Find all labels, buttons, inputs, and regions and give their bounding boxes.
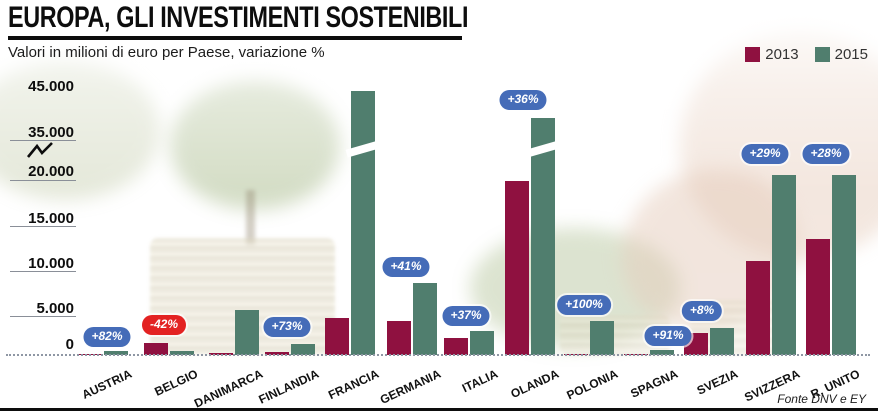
variation-badge-olanda: +36% xyxy=(499,90,547,110)
bar-2013-olanda xyxy=(505,180,529,355)
legend-label: 2013 xyxy=(765,46,799,63)
bar-2015-olanda xyxy=(531,118,555,355)
y-tick-line xyxy=(10,271,76,272)
page-title: EUROPA, GLI INVESTIMENTI SOSTENIBILI xyxy=(8,1,469,34)
variation-badge-svezia: +8% xyxy=(681,301,723,321)
legend-item-2015: 2015 xyxy=(814,46,868,63)
legend-item-2013: 2013 xyxy=(745,46,799,63)
variation-badge-austria: +82% xyxy=(83,327,131,347)
bar-2013-belgio xyxy=(144,342,168,355)
source-credit: Fonte DNV e EY xyxy=(777,392,866,406)
y-tick-line xyxy=(10,316,76,317)
variation-badge-germania: +41% xyxy=(382,257,430,277)
bar-2013-italia xyxy=(444,337,468,355)
bar-2015-belgio xyxy=(170,350,194,355)
bar-2015-italia xyxy=(470,331,494,355)
bar-2015-finlandia xyxy=(291,343,315,355)
bar-2013-germania xyxy=(387,320,411,355)
bottom-border xyxy=(0,408,878,411)
axis-break-icon xyxy=(26,142,53,158)
bar-2015-austria xyxy=(104,350,128,355)
y-tick-line xyxy=(10,226,76,227)
bar-2013-r-unito xyxy=(806,238,830,355)
bar-2015-r-unito xyxy=(832,174,856,355)
bar-2013-finlandia xyxy=(265,352,289,355)
bar-2015-germania xyxy=(413,283,437,355)
variation-badge-italia: +37% xyxy=(442,306,490,326)
bar-2015-svezia xyxy=(710,327,734,355)
variation-badge-spagna: +91% xyxy=(644,326,692,346)
variation-badge-r-unito: +28% xyxy=(802,144,850,164)
y-tick-0: 0 xyxy=(65,336,74,353)
bar-2015-svizzera xyxy=(772,174,796,355)
bar-2013-svizzera xyxy=(746,261,770,355)
variation-badge-polonia: +100% xyxy=(557,295,611,315)
bar-2013-francia xyxy=(325,318,349,355)
y-tick-line xyxy=(10,140,76,141)
legend-swatch-2013 xyxy=(745,47,761,62)
legend-label: 2015 xyxy=(834,46,868,63)
y-tick-15-000: 15.000 xyxy=(28,210,74,227)
variation-badge-finlandia: +73% xyxy=(263,317,311,337)
bar-2015-polonia xyxy=(590,320,614,355)
legend: 2013 2015 xyxy=(745,46,868,63)
title-underline xyxy=(8,36,462,40)
y-tick-45-000: 45.000 xyxy=(28,78,74,95)
y-tick-10-000: 10.000 xyxy=(28,255,74,272)
y-tick-20-000: 20.000 xyxy=(28,163,74,180)
y-tick-5-000: 5.000 xyxy=(36,300,74,317)
bar-2015-francia xyxy=(351,90,375,355)
bar-2015-danimarca xyxy=(235,309,259,355)
y-tick-line xyxy=(10,180,76,181)
bar-2015-spagna xyxy=(650,350,674,355)
legend-swatch-2015 xyxy=(814,47,830,62)
page-subtitle: Valori in milioni di euro per Paese, var… xyxy=(8,44,325,61)
variation-badge-svizzera: +29% xyxy=(741,144,789,164)
zero-baseline xyxy=(6,354,870,356)
y-tick-35-000: 35.000 xyxy=(28,124,74,141)
variation-badge-belgio: -42% xyxy=(141,315,187,335)
